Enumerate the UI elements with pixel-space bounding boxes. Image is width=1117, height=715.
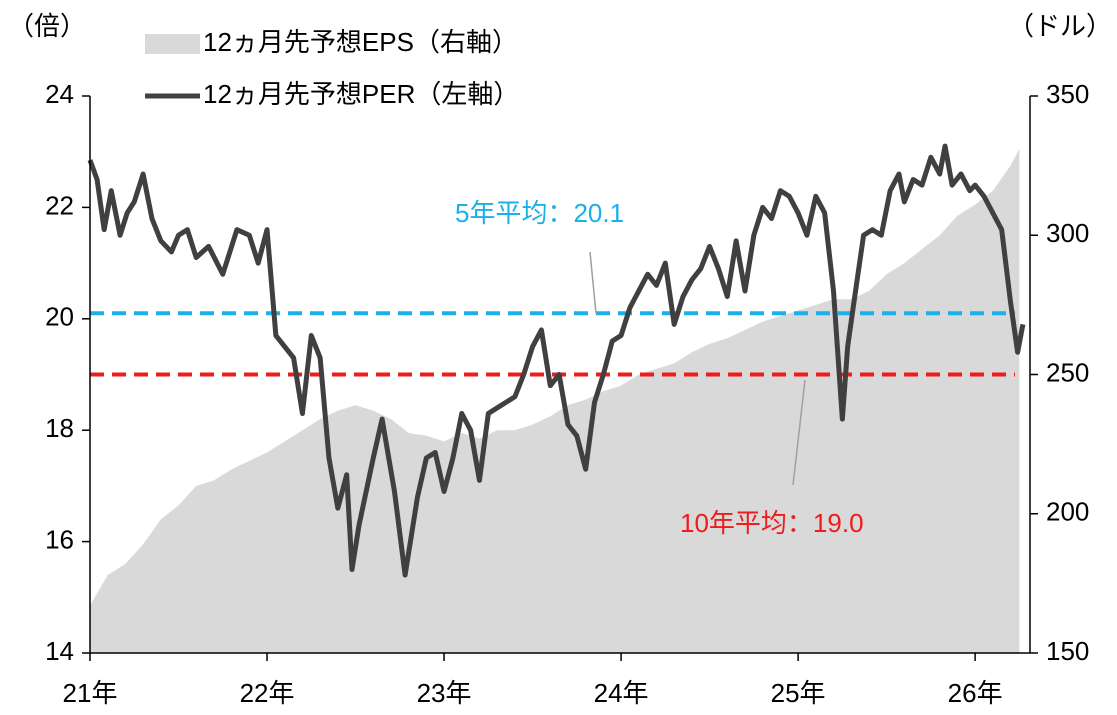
- y-tick-label: 18: [45, 413, 74, 443]
- y2-tick-label: 200: [1046, 497, 1089, 527]
- x-tick-label: 25年: [771, 678, 826, 708]
- y2-tick-label: 300: [1046, 218, 1089, 248]
- x-tick-label: 22年: [240, 678, 295, 708]
- y-tick-label: 20: [45, 302, 74, 332]
- annotation-leader: [792, 379, 806, 486]
- eps-area: [90, 148, 1020, 654]
- y2-tick-label: 150: [1046, 636, 1089, 666]
- y-tick-label: 16: [45, 524, 74, 554]
- y2-tick-label: 350: [1046, 79, 1089, 109]
- y2-tick-label: 250: [1046, 357, 1089, 387]
- annotation: 10年平均：19.0: [680, 508, 864, 538]
- legend-label: 12ヵ月先予想PER（左軸）: [203, 79, 519, 109]
- y-tick-label: 22: [45, 190, 74, 220]
- x-tick-label: 23年: [417, 678, 472, 708]
- annotation: 5年平均：20.1: [455, 198, 624, 228]
- annotation-leader: [589, 251, 597, 314]
- y-tick-label: 24: [45, 79, 74, 109]
- y-axis-unit: （倍）: [8, 11, 86, 41]
- x-tick-label: 24年: [594, 678, 649, 708]
- x-tick-label: 26年: [948, 678, 1003, 708]
- per-line: [87, 143, 1026, 578]
- y2-axis-unit: （ドル）: [1008, 11, 1112, 41]
- legend-swatch: [145, 34, 200, 54]
- x-tick-label: 21年: [63, 678, 118, 708]
- y-tick-label: 14: [45, 636, 74, 666]
- legend-label: 12ヵ月先予想EPS（右軸）: [203, 27, 518, 57]
